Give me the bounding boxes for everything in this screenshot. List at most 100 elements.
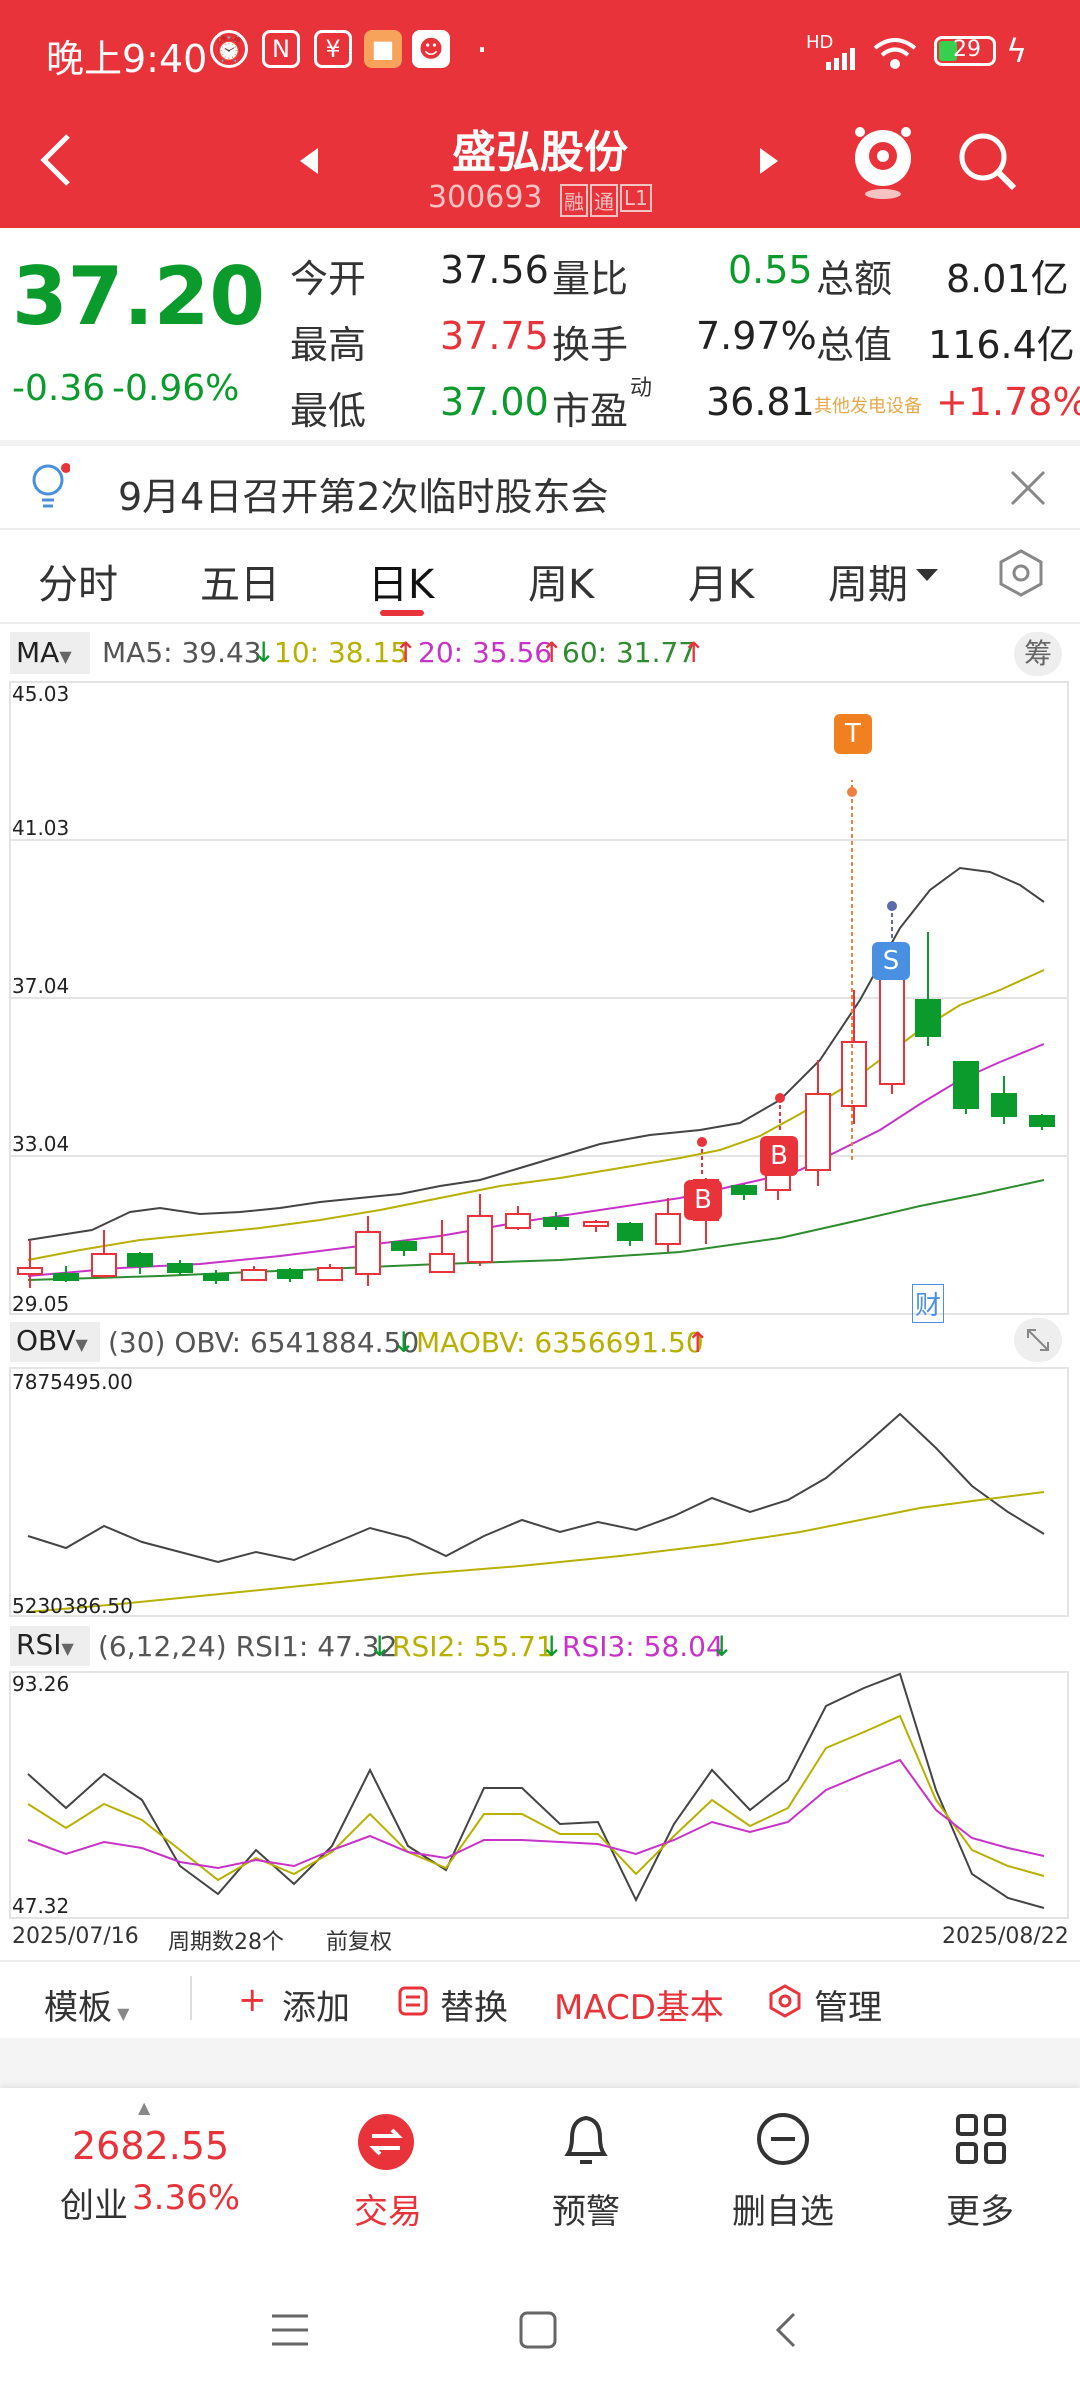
price-change-pct: -0.96%	[112, 368, 240, 409]
signal-icon	[826, 48, 858, 70]
pe-value: 36.81	[706, 380, 815, 424]
index-pct[interactable]: 3.36%	[132, 2178, 241, 2218]
industry-label[interactable]: 其他发电设备	[814, 396, 922, 417]
manage-hexagon-icon	[768, 1984, 802, 2022]
stock-name: 盛弘股份	[452, 127, 628, 178]
replace-indicator-button[interactable]: 替换	[440, 1988, 508, 2028]
menu-icon[interactable]	[270, 2312, 310, 2352]
search-icon[interactable]	[956, 130, 1020, 198]
divider	[0, 528, 1080, 530]
remove-watchlist-label[interactable]: 删自选	[732, 2192, 834, 2232]
candle-body	[915, 999, 941, 1037]
rsi3-line	[27, 1758, 1045, 1870]
settings-hexagon-icon[interactable]	[996, 548, 1046, 602]
obv-indicator-selector[interactable]: OBV▼	[10, 1322, 100, 1362]
b-marker-2[interactable]: B	[760, 1136, 798, 1176]
back-nav-icon[interactable]	[770, 2310, 800, 2354]
divider	[0, 622, 1080, 624]
candle-body	[53, 1273, 79, 1281]
macd-basic-button[interactable]: MACD基本	[554, 1988, 724, 2028]
add-indicator-button[interactable]: 添加	[282, 1988, 350, 2028]
ma20-line	[27, 1043, 1045, 1277]
rsi-label: RSI	[16, 1628, 62, 1661]
open-value: 37.56	[440, 248, 549, 292]
alert-label[interactable]: 预警	[552, 2192, 620, 2232]
turnover-rate-value: 7.97%	[696, 314, 817, 358]
notice-bar[interactable]: 9月4日召开第2次临时股东会	[0, 446, 1080, 528]
candle-body	[277, 1269, 303, 1279]
turnover-amount-value: 8.01亿	[946, 257, 1069, 301]
chevron-down-icon[interactable]	[916, 568, 938, 587]
more-label[interactable]: 更多	[946, 2192, 1014, 2232]
rsi3-value: RSI3: 58.04	[562, 1630, 724, 1663]
candle-body	[841, 1041, 867, 1107]
industry-change[interactable]: +1.78%	[936, 380, 1080, 424]
shopping-app-icon: ■	[364, 30, 402, 68]
template-button[interactable]: 模板 ▼	[44, 1988, 130, 2028]
index-name[interactable]: 创业	[60, 2186, 128, 2226]
tab-intraday[interactable]: 分时	[38, 562, 118, 608]
low-label: 最低	[290, 389, 367, 433]
low-value: 37.00	[440, 380, 549, 424]
finance-marker[interactable]: 财	[912, 1284, 945, 1323]
down-arrow: ↓	[368, 1630, 392, 1663]
tab-monthly-k[interactable]: 月K	[688, 562, 755, 608]
trade-label[interactable]: 交易	[354, 2192, 422, 2232]
tab-weekly-k[interactable]: 周K	[528, 562, 595, 608]
manage-button[interactable]: 管理	[814, 1988, 882, 2028]
grid-icon[interactable]	[954, 2112, 1008, 2170]
home-icon[interactable]	[518, 2310, 558, 2354]
close-icon[interactable]	[1008, 468, 1048, 512]
cartoon-app-icon: ☻	[412, 30, 450, 68]
badge-level: L1	[620, 184, 652, 212]
assistant-mascot-icon[interactable]	[850, 122, 916, 206]
period-count: 周期数28个	[168, 1930, 284, 1955]
up-arrow: ↑	[682, 636, 706, 669]
prev-stock-button[interactable]	[298, 146, 322, 180]
ma5-line	[27, 866, 1045, 1241]
active-tab-indicator	[380, 610, 424, 616]
indicator-toolbar: 模板 ▼ + 添加 替换 MACD基本 管理	[0, 1960, 1080, 2038]
kline-chart[interactable]: 45.03 41.03 37.04 33.04 29.05 T S B B 财	[0, 680, 1080, 1323]
expand-icon[interactable]	[1014, 1318, 1062, 1362]
t-marker[interactable]: T	[834, 714, 872, 754]
more-dot: ·	[476, 28, 489, 72]
rsi-chart[interactable]: 93.26 47.32	[0, 1670, 1080, 1920]
volume-ratio-label: 量比	[552, 257, 629, 301]
rsi-indicator-selector[interactable]: RSI▼	[10, 1626, 90, 1666]
s-marker[interactable]: S	[872, 942, 910, 980]
index-value[interactable]: 2682.55	[72, 2124, 230, 2168]
swap-icon	[398, 1986, 428, 2020]
trade-icon[interactable]	[358, 2114, 414, 2170]
down-arrow: ↓	[392, 1326, 416, 1359]
b-marker-1[interactable]: B	[684, 1180, 722, 1220]
adjustment-mode[interactable]: 前复权	[326, 1930, 393, 1955]
b-marker-dot-1	[697, 1137, 707, 1147]
back-button[interactable]	[36, 130, 76, 194]
obv-chart[interactable]: 7875495.00 5230386.50	[0, 1366, 1080, 1620]
chip-distribution-button[interactable]: 筹	[1014, 632, 1062, 676]
obv-line	[27, 1412, 1045, 1564]
bell-icon[interactable]	[558, 2110, 614, 2174]
rsi-y-top: 93.26	[12, 1672, 70, 1696]
candle-body	[543, 1217, 569, 1227]
minus-circle-icon[interactable]	[754, 2110, 812, 2172]
rsi2-line	[27, 1714, 1045, 1882]
plus-icon: +	[238, 1980, 267, 2020]
ma-label: MA	[16, 636, 60, 669]
ma60-value: 60: 31.77	[562, 636, 697, 669]
y-tick-4: 33.04	[12, 1132, 70, 1156]
candle-body	[391, 1241, 417, 1251]
ma-indicator-selector[interactable]: MA▼	[10, 632, 90, 674]
next-stock-button[interactable]	[756, 146, 780, 180]
candle-body	[731, 1185, 757, 1195]
y-tick-2: 41.03	[12, 816, 70, 840]
notice-text[interactable]: 9月4日召开第2次临时股东会	[118, 475, 609, 519]
price-change: -0.36	[12, 368, 106, 409]
tab-five-day[interactable]: 五日	[200, 562, 280, 608]
volume-ratio-value: 0.55	[728, 248, 813, 292]
turnover-amount-label: 总额	[816, 257, 893, 301]
tab-daily-k[interactable]: 日K	[368, 562, 435, 608]
battery-level: 29	[953, 37, 981, 62]
tab-period[interactable]: 周期	[828, 562, 908, 608]
